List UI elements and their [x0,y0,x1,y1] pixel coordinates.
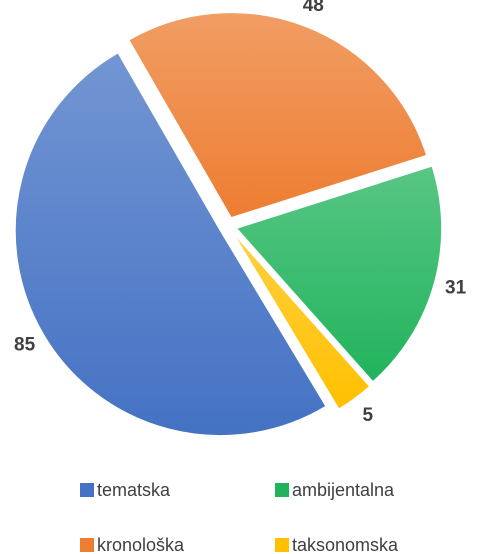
data-label: 85 [14,335,36,356]
legend-swatch [275,538,289,552]
data-label: 31 [445,277,467,298]
legend-label: kronološka [97,535,185,554]
pie-slice [14,52,327,436]
legend-label: ambijentalna [292,480,395,500]
data-label: 48 [303,0,324,16]
legend-swatch [80,483,94,497]
legend-swatch [80,538,94,552]
legend-label: taksonomska [292,535,399,554]
pie-slice [128,12,428,219]
legend-label: tematska [97,480,171,500]
pie-slice [235,165,443,383]
pie-slice [232,232,371,410]
data-label: 5 [363,405,374,426]
legend-swatch [275,483,289,497]
